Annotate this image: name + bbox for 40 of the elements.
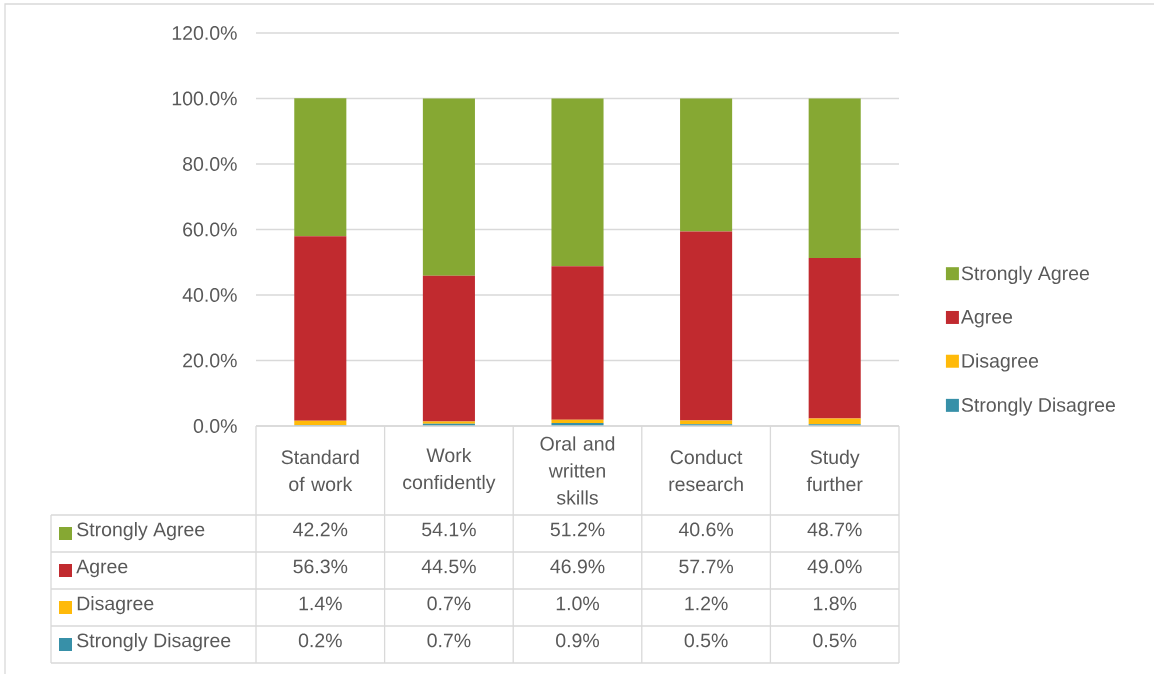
data-label: 40.6% [678,522,734,537]
data-label: 0.5% [684,633,728,648]
data-label: 1.4% [299,596,342,611]
legend-label: Strongly Agree [961,265,1089,285]
data-label: 0.7% [427,633,471,648]
legend-label: Agree [960,310,1013,328]
data-label: 49.0% [807,559,862,574]
y-tick-label: 80.0% [183,157,237,171]
y-tick-label: 40.0% [182,288,237,302]
x-tick-label: Standard of work [281,449,359,492]
y-tick-label: 100.0% [172,91,237,106]
data-label: 56.3% [293,559,348,574]
y-tick-label: 60.0% [183,222,237,237]
data-label: 1.2% [685,596,728,611]
data-label: 48.7% [807,522,862,537]
x-tick-label: Work confidently [403,447,496,494]
y-tick-label: 0.0% [193,419,237,433]
x-tick-label: Oral and written skills [540,436,615,505]
legend-label: Disagree [962,353,1039,372]
data-label: 44.5% [421,559,476,574]
data-label: 42.2% [293,522,348,537]
data-label: 0.7% [427,596,471,611]
text: Disagree [77,596,154,615]
data-label: 0.2% [298,633,342,648]
data-label: 1.0% [556,596,600,611]
y-tick-label: 20.0% [183,353,237,368]
data-label: 1.8% [813,596,857,611]
x-tick-label: Study further [806,449,863,492]
x-tick-label: Conduct research [669,449,743,492]
data-label: 57.7% [679,559,734,574]
text: Strongly Disagree [77,633,231,652]
legend-label: Strongly Disagree [961,397,1115,416]
text: Strongly Agree [77,522,205,541]
y-tick-label: 120.0% [172,26,237,40]
text: Agree [76,559,128,578]
data-label: 54.1% [422,522,476,537]
data-label: 51.2% [550,522,605,537]
data-label: 46.9% [550,559,605,574]
data-label: 0.5% [813,633,857,648]
data-label: 0.9% [556,633,600,648]
